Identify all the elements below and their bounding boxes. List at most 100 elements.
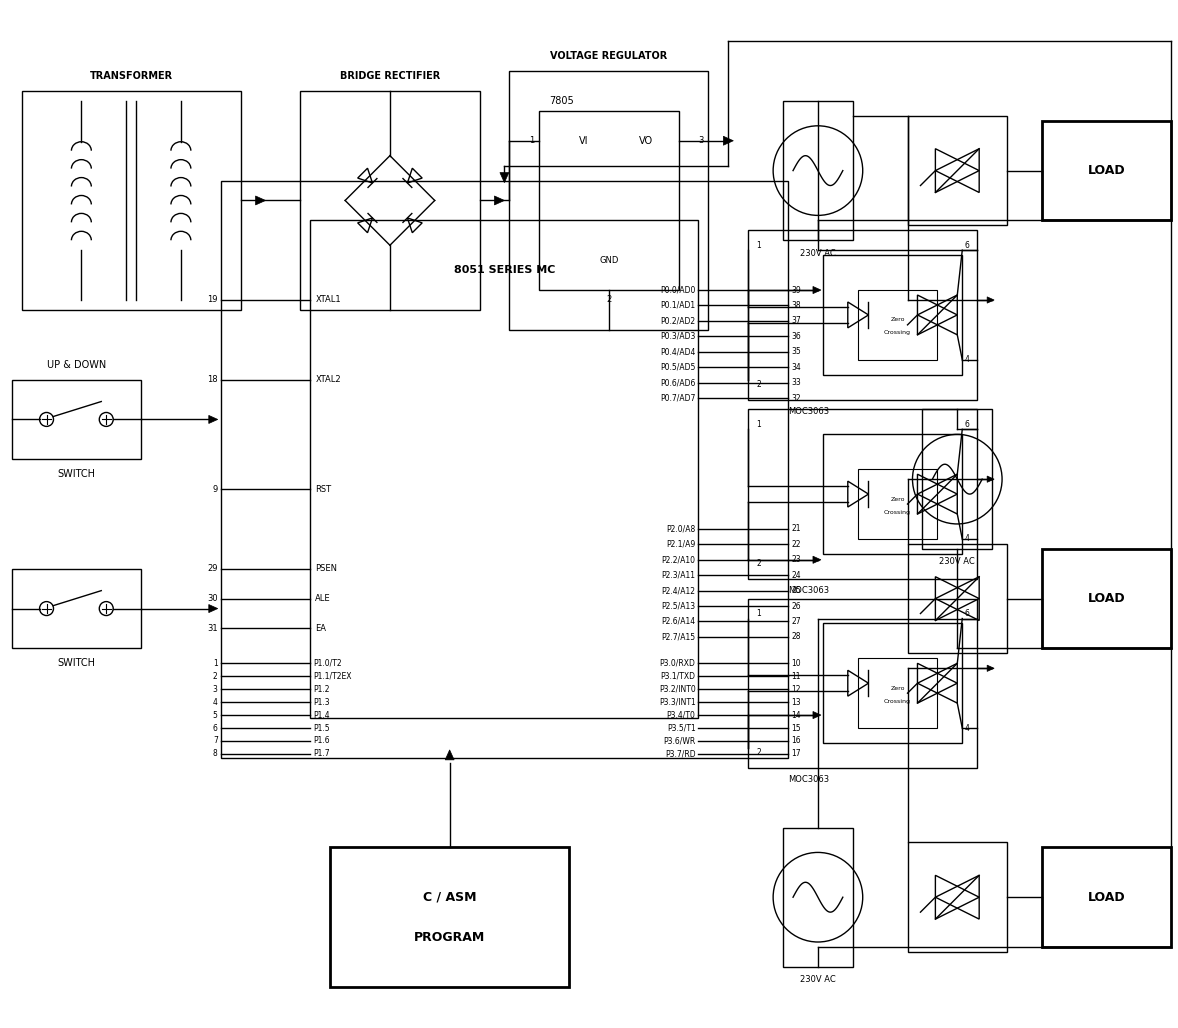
Text: LOAD: LOAD (1087, 592, 1125, 605)
Text: P2.5/A13: P2.5/A13 (661, 601, 695, 611)
Text: 27: 27 (792, 617, 801, 626)
Text: P3.0/RXD: P3.0/RXD (660, 659, 695, 668)
Text: LOAD: LOAD (1087, 890, 1125, 904)
Text: 2: 2 (756, 380, 761, 390)
Text: UP & DOWN: UP & DOWN (47, 360, 106, 370)
Bar (922, 409, 992, 549)
Bar (509, 71, 708, 330)
Text: P2.3/A11: P2.3/A11 (662, 571, 695, 580)
Polygon shape (813, 556, 821, 563)
Text: 26: 26 (792, 601, 801, 611)
Text: P2.2/A10: P2.2/A10 (662, 555, 695, 564)
Bar (783, 828, 853, 967)
Text: VO: VO (638, 136, 653, 146)
Bar (858, 469, 938, 539)
Text: P3.3/INT1: P3.3/INT1 (659, 698, 695, 706)
Text: 2: 2 (607, 295, 611, 304)
Text: P3.5/T1: P3.5/T1 (667, 724, 695, 733)
Text: 7805: 7805 (549, 96, 574, 106)
Text: P2.7/A15: P2.7/A15 (661, 632, 695, 641)
Text: 19: 19 (207, 295, 218, 304)
Text: 36: 36 (792, 332, 801, 341)
Text: P0.0/AD0: P0.0/AD0 (660, 286, 695, 295)
Text: 39: 39 (792, 286, 801, 295)
Text: 3: 3 (213, 685, 218, 694)
Text: SWITCH: SWITCH (58, 469, 95, 479)
Polygon shape (256, 196, 265, 205)
Text: 10: 10 (792, 659, 801, 668)
Text: TRANSFORMER: TRANSFORMER (90, 71, 173, 81)
Text: P0.5/AD5: P0.5/AD5 (660, 363, 695, 372)
Bar (12, 568, 141, 649)
Text: P2.0/A8: P2.0/A8 (667, 524, 695, 534)
Text: PROGRAM: PROGRAM (413, 930, 485, 944)
Bar (748, 598, 978, 768)
Text: 4: 4 (965, 356, 969, 364)
Polygon shape (987, 297, 994, 303)
Bar (907, 843, 1007, 952)
Text: Zero: Zero (891, 686, 905, 691)
Text: P1.7: P1.7 (313, 749, 330, 759)
Text: 17: 17 (792, 749, 801, 759)
Text: 16: 16 (792, 736, 801, 745)
Text: 23: 23 (792, 555, 801, 564)
Text: 6: 6 (965, 609, 969, 618)
Text: 6: 6 (965, 419, 969, 429)
Bar (540, 111, 679, 290)
Text: SWITCH: SWITCH (58, 658, 95, 668)
Text: 15: 15 (792, 724, 801, 733)
Bar (823, 624, 962, 743)
Text: 32: 32 (792, 394, 801, 403)
Text: P2.4/A12: P2.4/A12 (662, 586, 695, 595)
Polygon shape (813, 287, 821, 294)
Text: 35: 35 (792, 347, 801, 357)
Text: VOLTAGE REGULATOR: VOLTAGE REGULATOR (550, 51, 668, 61)
Text: P1.5: P1.5 (313, 724, 330, 733)
Bar (783, 101, 853, 241)
Bar (748, 409, 978, 579)
Text: P3.1/TXD: P3.1/TXD (661, 671, 695, 681)
Bar (907, 116, 1007, 225)
Polygon shape (723, 137, 734, 145)
Text: GND: GND (600, 256, 618, 264)
Text: 21: 21 (792, 524, 801, 534)
Text: 3: 3 (699, 137, 704, 145)
Text: 6: 6 (213, 724, 218, 733)
Text: MOC3063: MOC3063 (788, 407, 829, 416)
Text: P0.6/AD6: P0.6/AD6 (660, 378, 695, 388)
Text: 7: 7 (213, 736, 218, 745)
Text: 31: 31 (207, 624, 218, 633)
Text: 1: 1 (756, 419, 761, 429)
Bar (12, 379, 141, 460)
Text: 13: 13 (792, 698, 801, 706)
Text: 25: 25 (792, 586, 801, 595)
Bar (858, 658, 938, 728)
Text: 4: 4 (213, 698, 218, 706)
Text: P0.1/AD1: P0.1/AD1 (661, 301, 695, 310)
Polygon shape (209, 415, 218, 424)
Text: 9: 9 (212, 484, 218, 493)
Text: P1.4: P1.4 (313, 710, 330, 720)
Text: P1.6: P1.6 (313, 736, 330, 745)
Polygon shape (445, 749, 455, 760)
Text: 6: 6 (965, 241, 969, 250)
Text: 1: 1 (756, 609, 761, 618)
Bar (310, 220, 699, 718)
Text: P0.7/AD7: P0.7/AD7 (660, 394, 695, 403)
Text: 18: 18 (207, 375, 218, 384)
Text: P3.7/RD: P3.7/RD (664, 749, 695, 759)
Text: RST: RST (316, 484, 331, 493)
Text: 1: 1 (213, 659, 218, 668)
Polygon shape (987, 665, 994, 671)
Polygon shape (495, 196, 504, 205)
Text: 37: 37 (792, 317, 801, 326)
Bar (21, 90, 240, 310)
Bar (300, 90, 479, 310)
Text: EA: EA (316, 624, 326, 633)
Text: Crossing: Crossing (884, 330, 911, 335)
Bar (823, 435, 962, 554)
Text: Zero: Zero (891, 497, 905, 502)
Polygon shape (209, 604, 218, 613)
Text: P1.1/T2EX: P1.1/T2EX (313, 671, 352, 681)
Text: 2: 2 (756, 748, 761, 758)
